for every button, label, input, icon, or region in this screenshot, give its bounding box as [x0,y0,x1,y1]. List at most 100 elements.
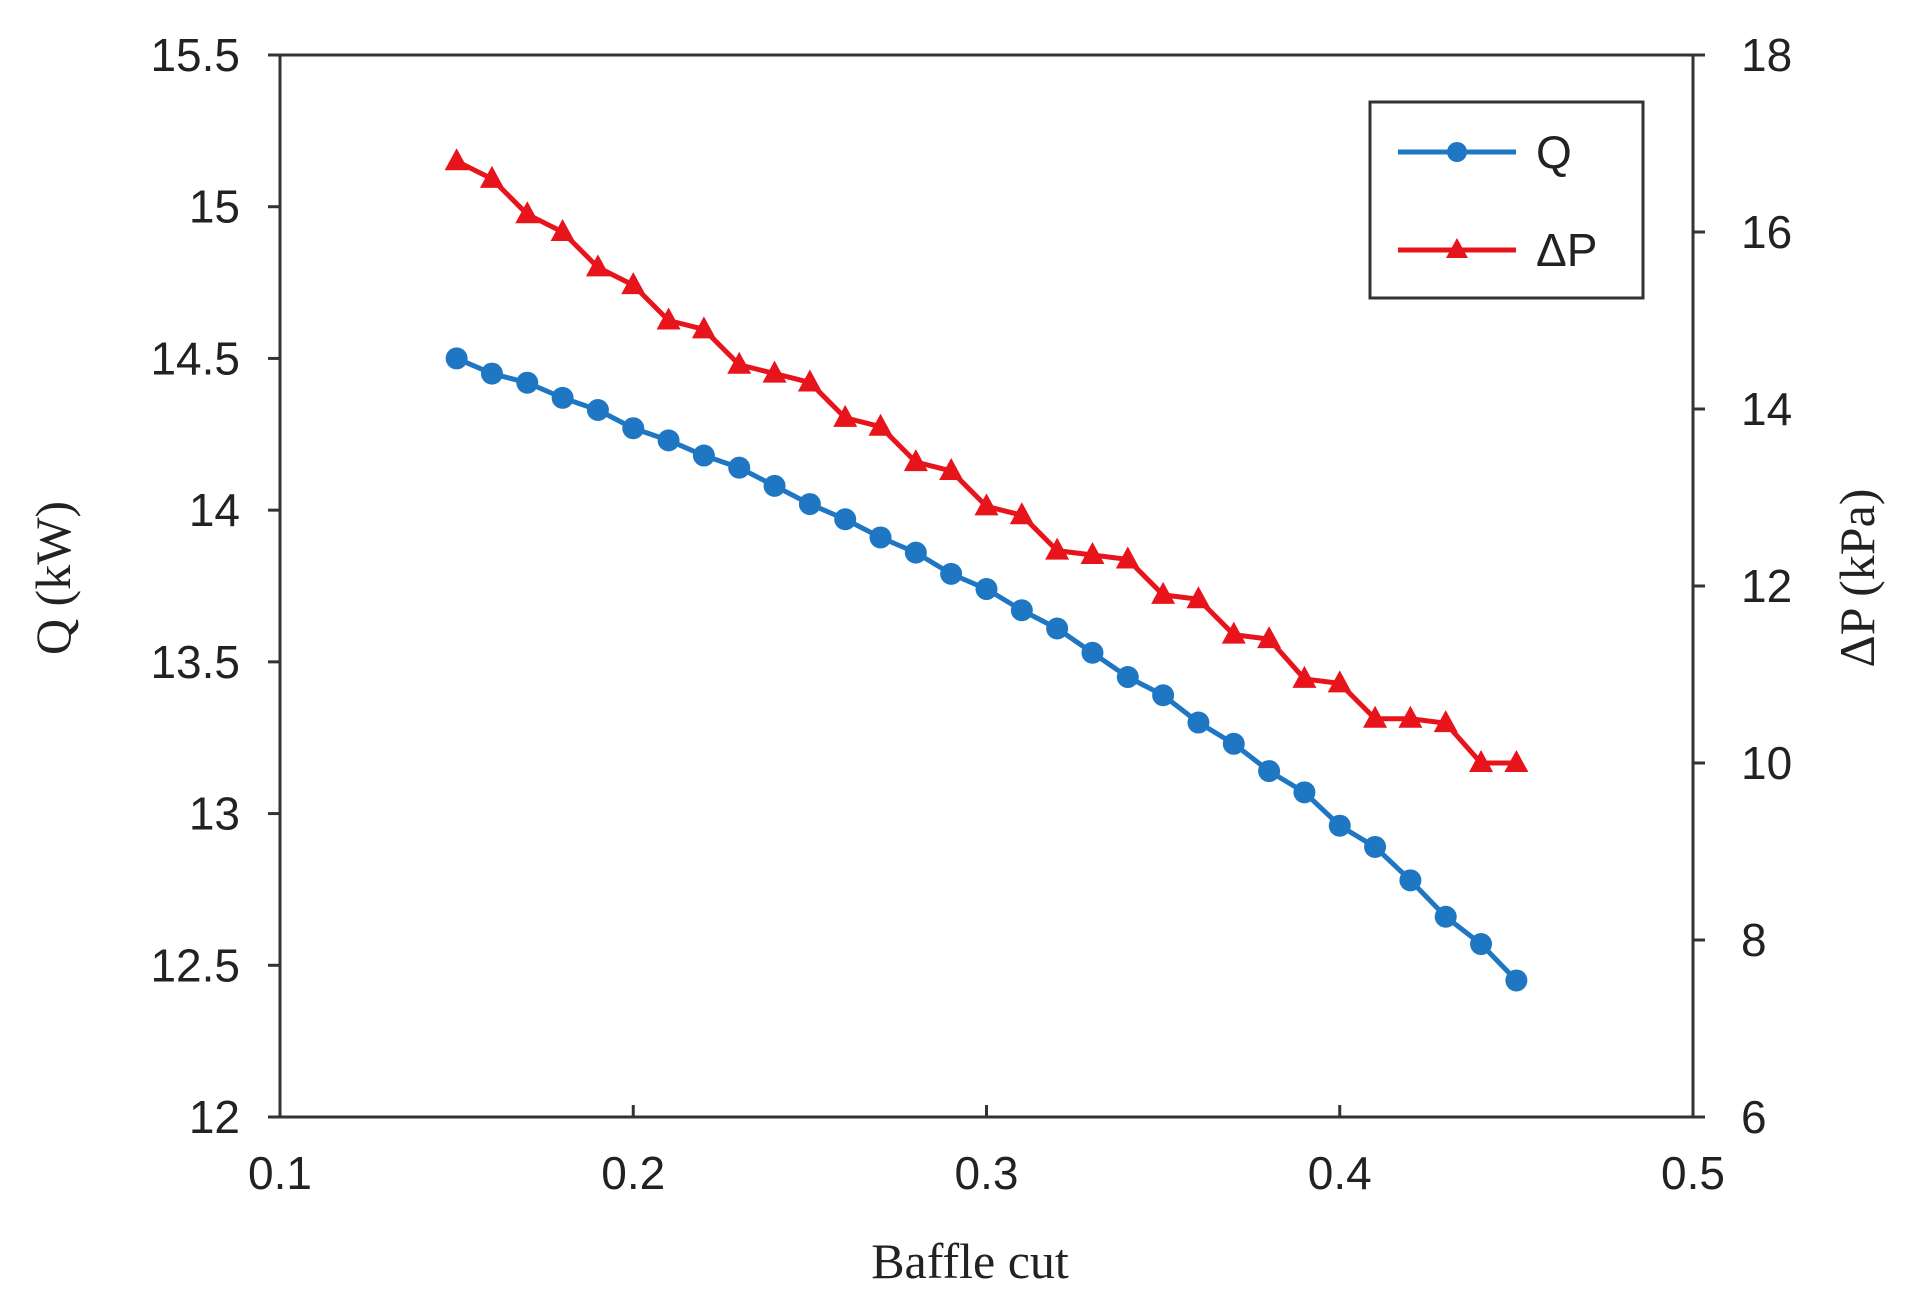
legend-dp-marker [1446,238,1468,258]
x-axis-title: Baffle cut [871,1233,1069,1289]
series-q-point [1364,835,1387,858]
series-q [445,347,1528,992]
y-tick-label: 13 [189,788,240,840]
series-q-point [1470,933,1493,956]
series-dp-point [1363,705,1388,728]
y2-tick-label: 16 [1741,206,1792,258]
series-dp-point [479,165,504,188]
series-dp-point [797,369,822,392]
series-dp-point [727,351,752,374]
series-q-point [1116,666,1139,689]
y2-tick-label: 8 [1741,914,1767,966]
series-q-point [1293,781,1316,804]
series-q-point [1187,711,1210,734]
series-q-point [516,371,539,394]
series-dp-point [1080,542,1105,565]
y2-tick-label: 6 [1741,1091,1767,1143]
series-dp-point [903,449,928,472]
series-dp-point [833,404,858,427]
series-q-point [904,541,927,564]
series-dp-point [1045,537,1070,560]
series-dp-point [1221,621,1246,644]
series-dp-point [1469,750,1494,772]
series-q-point [586,399,609,422]
series-q-point [1505,969,1528,992]
y-tick-label: 12 [189,1091,240,1143]
y-axis-right-title: ΔP (kPa) [1829,489,1885,668]
y-tick-label: 15 [189,181,240,233]
series-q-point [1152,684,1175,707]
series-q-point [798,493,821,516]
series-dp-point [1186,586,1211,609]
x-tick-label: 0.2 [601,1147,665,1199]
series-dp-point [868,413,893,436]
series-q-point [1434,905,1457,928]
series-q-point [1328,814,1351,837]
x-tick-label: 0.3 [955,1147,1019,1199]
series-dp-point [691,316,716,339]
series-q-point [763,474,786,497]
series-dp-point [656,307,681,330]
series-dp-point [1009,502,1034,525]
legend-q-label: Q [1536,126,1572,178]
series-q-point [869,526,892,549]
y2-tick-label: 14 [1741,383,1792,435]
series-q-point [692,444,715,467]
series-q-point [834,508,857,531]
series-dp-point [585,254,610,277]
series-q-point [1010,599,1033,622]
series-dp-point [762,360,787,383]
y-axis-left-ticks: 12 12.5 13 13.5 14 14.5 15 15.5 [150,29,280,1143]
series-q-point [1046,617,1069,640]
series-q-point [728,456,751,479]
legend-box [1368,100,1645,300]
y-tick-label: 15.5 [150,29,240,81]
series-q-point [622,417,645,440]
series-dp-point [515,201,540,224]
series-dp-point [444,148,469,171]
series-dp-point [939,457,964,480]
series-q-point [1258,760,1281,783]
y-tick-label: 12.5 [150,939,240,991]
series-dp-point [1398,705,1423,728]
series-dp-point [1433,710,1458,733]
series-q-point [480,362,503,385]
y2-tick-label: 18 [1741,29,1792,81]
y-axis-left-title: Q (kW) [25,501,81,655]
x-tick-label: 0.4 [1308,1147,1372,1199]
series-dp-point [621,272,646,295]
series-q-point [940,562,963,585]
y-tick-label: 14 [189,484,240,536]
series-q-point [657,429,680,452]
series-q-line [455,356,1519,983]
x-axis-ticks: 0.1 0.2 0.3 0.4 0.5 [248,1105,1725,1199]
legend-q-marker [1447,142,1467,162]
series-q-point [975,578,998,601]
series-dp-point [1292,665,1317,688]
y2-tick-label: 12 [1741,560,1792,612]
series-q-point [1399,869,1422,892]
series-dp-point [550,219,575,241]
series-layer [444,148,1529,992]
series-dp-point [1327,670,1352,693]
y-axis-right-ticks: 6 8 10 12 14 16 18 [1693,29,1792,1143]
series-q-point [445,347,468,370]
series-dp [444,148,1529,772]
x-tick-label: 0.5 [1661,1147,1725,1199]
legend-dp-label: ΔP [1536,224,1597,276]
legend: Q ΔP [1368,100,1645,300]
y-tick-label: 13.5 [150,636,240,688]
series-dp-point [1115,546,1140,569]
series-q-point [1222,732,1245,755]
series-dp-point [1504,750,1529,772]
series-q-point [551,386,574,409]
series-dp-line [455,158,1517,766]
y2-tick-label: 10 [1741,737,1792,789]
y-tick-label: 14.5 [150,332,240,384]
series-q-point [1081,641,1104,664]
series-dp-point [1151,581,1176,604]
series-dp-point [1257,626,1282,649]
x-tick-label: 0.1 [248,1147,312,1199]
series-dp-point [974,493,999,516]
